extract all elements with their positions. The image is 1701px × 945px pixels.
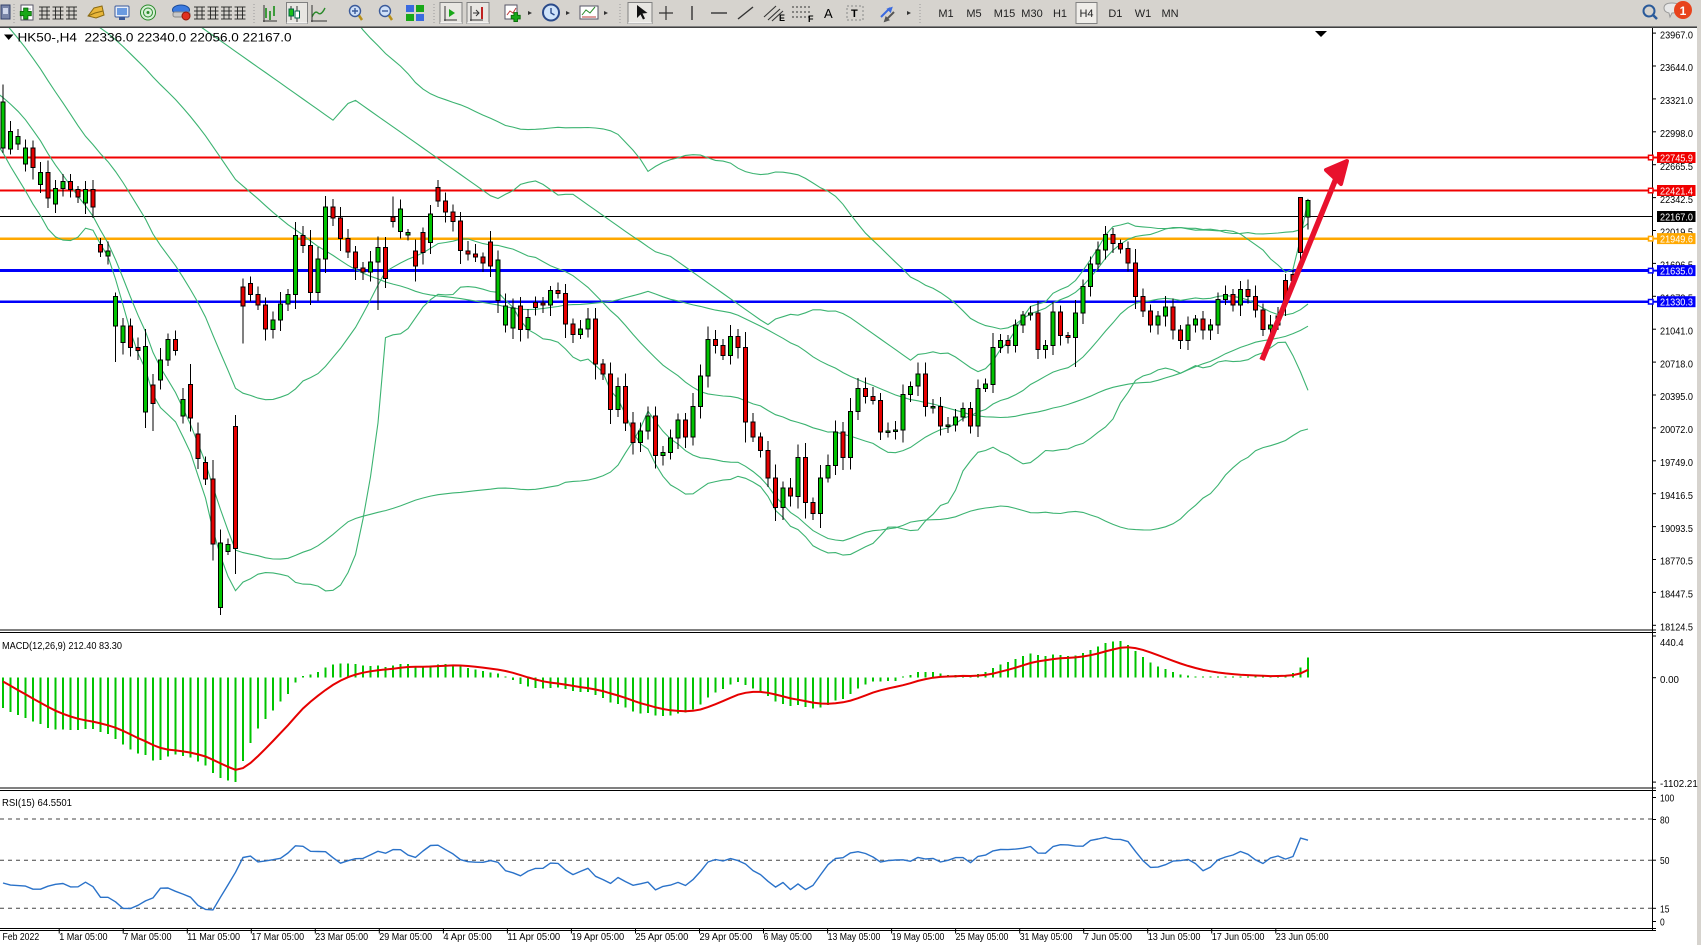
svg-text:1 Mar 05:00: 1 Mar 05:00 [59,931,108,943]
svg-text:13 Jun 05:00: 13 Jun 05:00 [1148,931,1201,943]
svg-text:T: T [851,8,858,20]
svg-text:25 Apr 05:00: 25 Apr 05:00 [636,931,689,943]
svg-text:22421.4: 22421.4 [1660,185,1693,197]
svg-text:7 Mar 05:00: 7 Mar 05:00 [123,931,172,943]
svg-text:19093.5: 19093.5 [1660,523,1693,535]
svg-text:0.00: 0.00 [1660,674,1679,686]
svg-text:M30: M30 [1021,8,1042,20]
svg-text:22167.0: 22167.0 [1660,211,1693,223]
svg-text:0: 0 [1660,917,1665,929]
svg-text:17 Mar 05:00: 17 Mar 05:00 [251,931,304,943]
svg-text:21041.0: 21041.0 [1660,325,1693,337]
svg-text:100: 100 [1660,793,1674,805]
svg-text:21949.6: 21949.6 [1660,234,1693,246]
svg-text:23321.0: 23321.0 [1660,95,1693,107]
svg-text:17 Jun 05:00: 17 Jun 05:00 [1212,931,1265,943]
svg-text:H4: H4 [1079,8,1093,20]
svg-text:18770.5: 18770.5 [1660,556,1693,568]
svg-text:22665.5: 22665.5 [1660,161,1693,173]
svg-text:21330.3: 21330.3 [1660,297,1693,309]
svg-text:M1: M1 [938,8,953,20]
svg-text:23644.0: 23644.0 [1660,62,1693,74]
svg-text:E: E [779,13,785,23]
svg-text:80: 80 [1660,815,1670,827]
svg-text:6 May 05:00: 6 May 05:00 [764,931,813,943]
svg-text:20718.0: 20718.0 [1660,358,1693,370]
svg-text:A: A [824,6,833,21]
svg-text:19749.0: 19749.0 [1660,457,1693,469]
svg-text:3 Feb 2022: 3 Feb 2022 [0,931,39,943]
svg-text:-1102.21: -1102.21 [1660,778,1698,790]
svg-text:20072.0: 20072.0 [1660,424,1693,436]
svg-text:HK50-,H4 22336.0 22340.0 2205: HK50-,H4 22336.0 22340.0 22056.0 22167.0 [18,31,292,45]
svg-text:H1: H1 [1053,8,1067,20]
svg-text:31 May 05:00: 31 May 05:00 [1020,931,1073,943]
svg-text:4 Apr 05:00: 4 Apr 05:00 [443,931,492,943]
svg-text:W1: W1 [1135,8,1152,20]
svg-text:1: 1 [1680,4,1687,18]
svg-text:RSI(15) 64.5501: RSI(15) 64.5501 [2,797,72,809]
svg-text:23967.0: 23967.0 [1660,29,1693,41]
svg-text:19 May 05:00: 19 May 05:00 [892,931,945,943]
svg-text:23 Jun 05:00: 23 Jun 05:00 [1276,931,1329,943]
svg-text:F: F [808,14,814,24]
svg-text:23 Mar 05:00: 23 Mar 05:00 [315,931,368,943]
svg-text:MN: MN [1161,8,1178,20]
svg-text:29 Apr 05:00: 29 Apr 05:00 [700,931,753,943]
svg-text:19416.5: 19416.5 [1660,490,1693,502]
svg-text:18447.5: 18447.5 [1660,589,1693,601]
svg-text:13 May 05:00: 13 May 05:00 [828,931,881,943]
svg-text:22342.5: 22342.5 [1660,194,1693,206]
svg-text:20395.0: 20395.0 [1660,391,1693,403]
svg-text:19 Apr 05:00: 19 Apr 05:00 [571,931,624,943]
svg-text:D1: D1 [1108,8,1122,20]
svg-text:50: 50 [1660,855,1670,867]
svg-text:25 May 05:00: 25 May 05:00 [956,931,1009,943]
svg-text:18124.5: 18124.5 [1660,622,1693,634]
svg-text:440.4: 440.4 [1660,637,1684,649]
svg-text:22998.0: 22998.0 [1660,128,1693,140]
svg-text:29 Mar 05:00: 29 Mar 05:00 [379,931,432,943]
svg-text:11 Apr 05:00: 11 Apr 05:00 [507,931,560,943]
svg-text:21635.0: 21635.0 [1660,266,1693,278]
svg-text:15: 15 [1660,903,1670,915]
svg-text:7 Jun 05:00: 7 Jun 05:00 [1084,931,1133,943]
svg-text:M15: M15 [994,8,1015,20]
svg-text:22745.9: 22745.9 [1660,152,1693,164]
svg-text:11 Mar 05:00: 11 Mar 05:00 [187,931,240,943]
svg-text:MACD(12,26,9) 212.40 83.30: MACD(12,26,9) 212.40 83.30 [2,640,122,652]
svg-text:M5: M5 [966,8,981,20]
